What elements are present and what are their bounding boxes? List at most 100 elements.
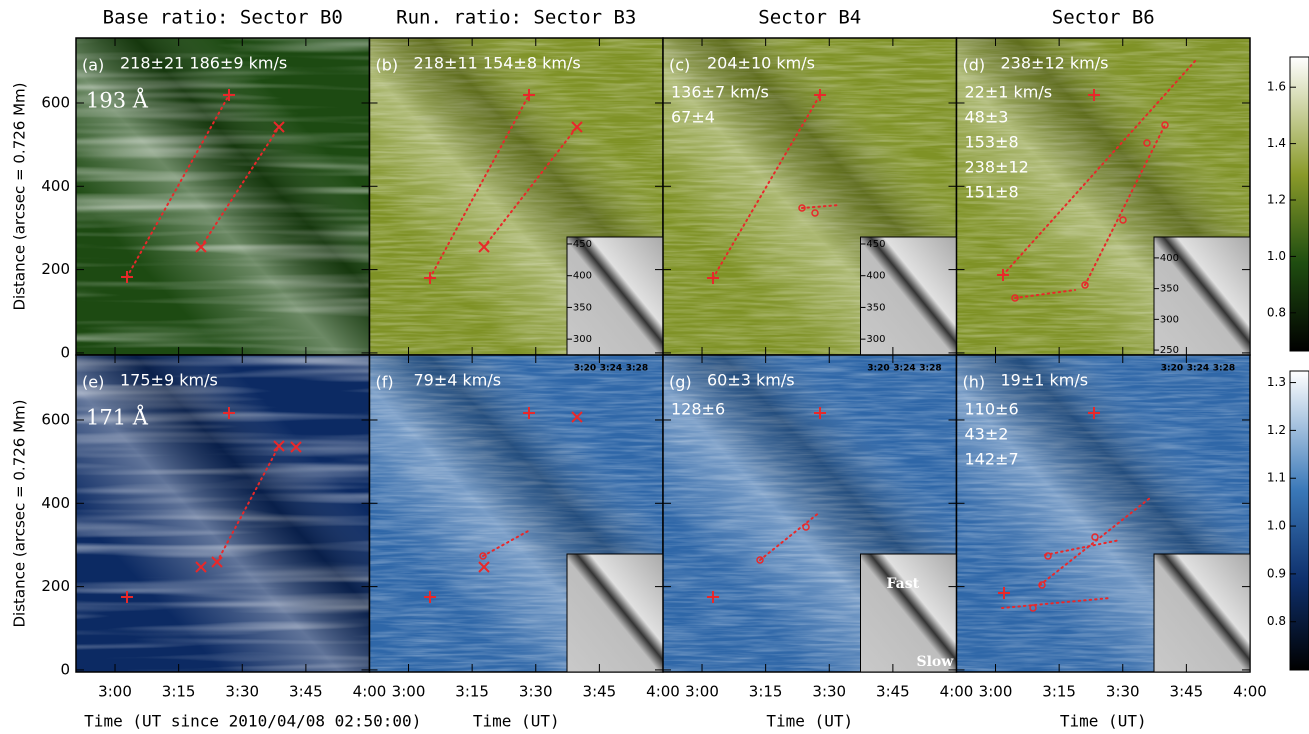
wavelength: 193 Å: [86, 88, 149, 113]
speed-text: 218±11 154±8 km/s: [414, 54, 581, 73]
speed-text: 43±2: [965, 425, 1009, 444]
inset-time-label: 3:20: [1161, 364, 1183, 374]
inset-time-label: 3:28: [1213, 364, 1235, 374]
panel-band: [76, 355, 370, 672]
colorbar: [1290, 57, 1309, 351]
colorbar-tick-label: 1.2: [1267, 423, 1286, 437]
inset-time-label: 3:24: [600, 364, 622, 374]
x-tick-label: 4:00: [353, 683, 387, 701]
colorbar-tick-label: 1.1: [1267, 471, 1286, 485]
inset-tick-label: 450: [573, 239, 592, 250]
x-tick-label: 3:15: [749, 683, 783, 701]
panel-band: [76, 38, 370, 355]
x-tick-label: 4:00: [1233, 683, 1267, 701]
speed-text: 60±3 km/s: [707, 371, 795, 390]
inset-time-label: 3:28: [919, 364, 941, 374]
panels: [76, 38, 1309, 672]
inset-note: Fast: [887, 576, 920, 592]
column-title: Sector B4: [758, 7, 861, 29]
colorbar-tick-label: 1.4: [1267, 136, 1286, 150]
x-tick-label: 3:45: [876, 683, 910, 701]
colorbar-tick-label: 0.8: [1267, 305, 1286, 319]
x-tick-label: 4:00: [940, 683, 974, 701]
column-title: Run. ratio: Sector B3: [396, 7, 636, 29]
speed-text: 128±6: [671, 400, 725, 419]
inset-tick-label: 350: [1160, 284, 1179, 295]
wavelength: 171 Å: [86, 405, 149, 430]
x-tick-label: 4:00: [646, 683, 680, 701]
inset-note: Slow: [917, 654, 955, 670]
speed-text: 136±7 km/s: [671, 83, 769, 102]
speed-text: 79±4 km/s: [414, 371, 502, 390]
inset-tick-label: 250: [1160, 345, 1179, 356]
speed-text: 204±10 km/s: [707, 54, 815, 73]
x-tick-label: 3:00: [979, 683, 1013, 701]
panel-label: (c): [669, 56, 690, 75]
x-axis-label: Time (UT): [1060, 712, 1147, 731]
y-tick-label: 200: [41, 260, 70, 278]
inset-tick-label: 400: [866, 271, 885, 282]
x-axis-label: Time (UT): [766, 712, 853, 731]
panel-label: (h): [963, 373, 986, 392]
inset-tick-label: 300: [573, 334, 592, 345]
speed-text: 22±1 km/s: [965, 83, 1053, 102]
x-tick-label: 3:15: [455, 683, 489, 701]
inset-image: [567, 554, 663, 672]
column-title: Base ratio: Sector B0: [103, 7, 343, 29]
x-tick-label: 3:15: [162, 683, 196, 701]
speed-text: 238±12 km/s: [1001, 54, 1109, 73]
inset-tick-label: 300: [866, 334, 885, 345]
x-tick-label: 3:30: [812, 683, 846, 701]
speed-text: 238±12: [965, 158, 1029, 177]
y-tick-label: 0: [60, 343, 70, 361]
x-axis-label: Time (UT since 2010/04/08 02:50:00): [84, 712, 421, 731]
colorbar: [1290, 371, 1309, 670]
speed-text: 153±8: [965, 133, 1019, 152]
y-tick-label: 600: [41, 410, 70, 428]
panel-label: (e): [82, 373, 104, 392]
inset-tick-label: 350: [573, 302, 592, 313]
speed-text: 151±8: [965, 183, 1019, 202]
inset-image: [1154, 554, 1250, 672]
speed-text: 48±3: [965, 108, 1009, 127]
colorbar-tick-label: 1.0: [1267, 249, 1286, 263]
speed-text: 67±4: [671, 108, 715, 127]
colorbar-tick-label: 1.3: [1267, 375, 1286, 389]
y-tick-label: 400: [41, 177, 70, 195]
panel-label: (b): [376, 56, 399, 75]
x-tick-label: 3:30: [519, 683, 553, 701]
y-tick-label: 400: [41, 494, 70, 512]
inset-time-label: 3:24: [1187, 364, 1209, 374]
x-tick-label: 3:45: [1170, 683, 1204, 701]
x-axis-label: Time (UT): [473, 712, 560, 731]
figure: Base ratio: Sector B0 Run. ratio: Sector …: [0, 0, 1309, 734]
colorbar-tick-label: 0.9: [1267, 566, 1286, 580]
inset-time-label: 3:28: [626, 364, 648, 374]
inset-tick-label: 450: [866, 239, 885, 250]
inset-tick-label: 300: [1160, 314, 1179, 325]
inset-time-label: 3:20: [867, 364, 889, 374]
panel-label: (g): [669, 373, 692, 392]
panel-label: (f): [376, 373, 394, 392]
speed-text: 110±6: [965, 400, 1019, 419]
speed-text: 175±9 km/s: [120, 371, 218, 390]
inset-time-label: 3:20: [574, 364, 596, 374]
colorbar-tick-label: 0.8: [1267, 614, 1286, 628]
x-tick-label: 3:00: [98, 683, 132, 701]
inset-tick-label: 400: [1160, 253, 1179, 264]
x-tick-label: 3:30: [1106, 683, 1140, 701]
colorbar-tick-label: 1.6: [1267, 80, 1286, 94]
inset-tick-label: 400: [573, 271, 592, 282]
colorbar-tick-label: 1.2: [1267, 193, 1286, 207]
x-tick-label: 3:00: [392, 683, 426, 701]
colorbar-tick-label: 1.0: [1267, 519, 1286, 533]
y-tick-label: 200: [41, 577, 70, 595]
y-axis-label: Distance (arcsec = 0.726 Mm): [11, 83, 29, 311]
y-axis-label: Distance (arcsec = 0.726 Mm): [11, 400, 29, 628]
y-tick-label: 0: [60, 660, 70, 678]
x-tick-label: 3:45: [289, 683, 323, 701]
speed-text: 19±1 km/s: [1001, 371, 1089, 390]
x-tick-label: 3:00: [685, 683, 719, 701]
x-tick-label: 3:30: [225, 683, 259, 701]
column-title: Sector B6: [1052, 7, 1155, 29]
